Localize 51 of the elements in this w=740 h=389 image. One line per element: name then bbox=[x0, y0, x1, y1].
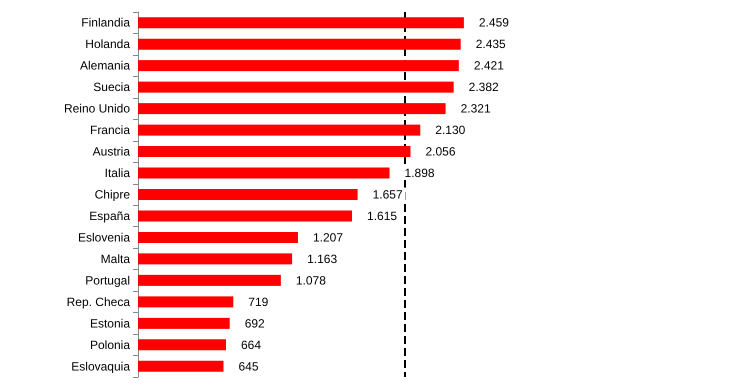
y-tick-label: Holanda bbox=[85, 37, 130, 52]
bar bbox=[138, 232, 298, 243]
y-tick-label: España bbox=[89, 208, 130, 223]
bar bbox=[138, 318, 230, 329]
y-tick-label: Rep. Checa bbox=[66, 294, 130, 309]
bar bbox=[138, 210, 352, 222]
bar bbox=[138, 168, 390, 179]
y-tick-label: Austria bbox=[92, 144, 130, 159]
y-tick-label: Francia bbox=[90, 123, 130, 138]
y-tick-label: Suecia bbox=[93, 80, 130, 94]
y-tick-label: Reino Unido bbox=[64, 102, 130, 116]
bar bbox=[138, 146, 410, 158]
data-label: 2.056 bbox=[425, 144, 456, 159]
y-tick-label: Finlandia bbox=[81, 16, 130, 30]
bar bbox=[138, 60, 459, 72]
y-tick-label: Polonia bbox=[90, 338, 130, 352]
data-label: 1.657 bbox=[372, 188, 403, 202]
data-label: 2.459 bbox=[478, 16, 510, 30]
data-label: 1.078 bbox=[296, 273, 326, 288]
bar bbox=[138, 360, 224, 372]
data-label: 2.382 bbox=[468, 80, 500, 94]
bar bbox=[138, 296, 234, 308]
data-label: 2.435 bbox=[476, 37, 506, 52]
bar bbox=[138, 124, 420, 136]
data-label: 719 bbox=[248, 294, 269, 309]
data-label: 1.898 bbox=[404, 166, 435, 180]
bar bbox=[138, 103, 446, 114]
y-tick-label: Chipre bbox=[94, 188, 130, 202]
y-tick-label: Eslovaquia bbox=[71, 359, 130, 374]
data-label: 2.421 bbox=[474, 58, 504, 73]
bar bbox=[138, 38, 461, 50]
y-tick-label: Estonia bbox=[90, 316, 130, 330]
data-label: 1.207 bbox=[312, 230, 344, 244]
data-label: 2.130 bbox=[435, 123, 466, 138]
bar bbox=[138, 253, 292, 264]
y-tick-label: Alemania bbox=[80, 58, 130, 73]
bar bbox=[138, 339, 226, 350]
y-tick-label: Italia bbox=[104, 166, 130, 180]
data-label: 645 bbox=[238, 359, 259, 374]
y-tick-label: Malta bbox=[100, 252, 130, 266]
data-label: 692 bbox=[244, 316, 266, 330]
bar bbox=[138, 274, 281, 286]
data-label: 2.321 bbox=[460, 102, 491, 116]
data-label: 664 bbox=[240, 338, 262, 352]
y-tick-label: Eslovenia bbox=[78, 230, 130, 244]
bar bbox=[138, 82, 454, 93]
data-label: 1.615 bbox=[367, 208, 398, 223]
y-tick-label: Portugal bbox=[85, 273, 130, 288]
data-label: 1.163 bbox=[307, 252, 338, 266]
bar bbox=[138, 189, 358, 200]
bar bbox=[138, 17, 464, 28]
